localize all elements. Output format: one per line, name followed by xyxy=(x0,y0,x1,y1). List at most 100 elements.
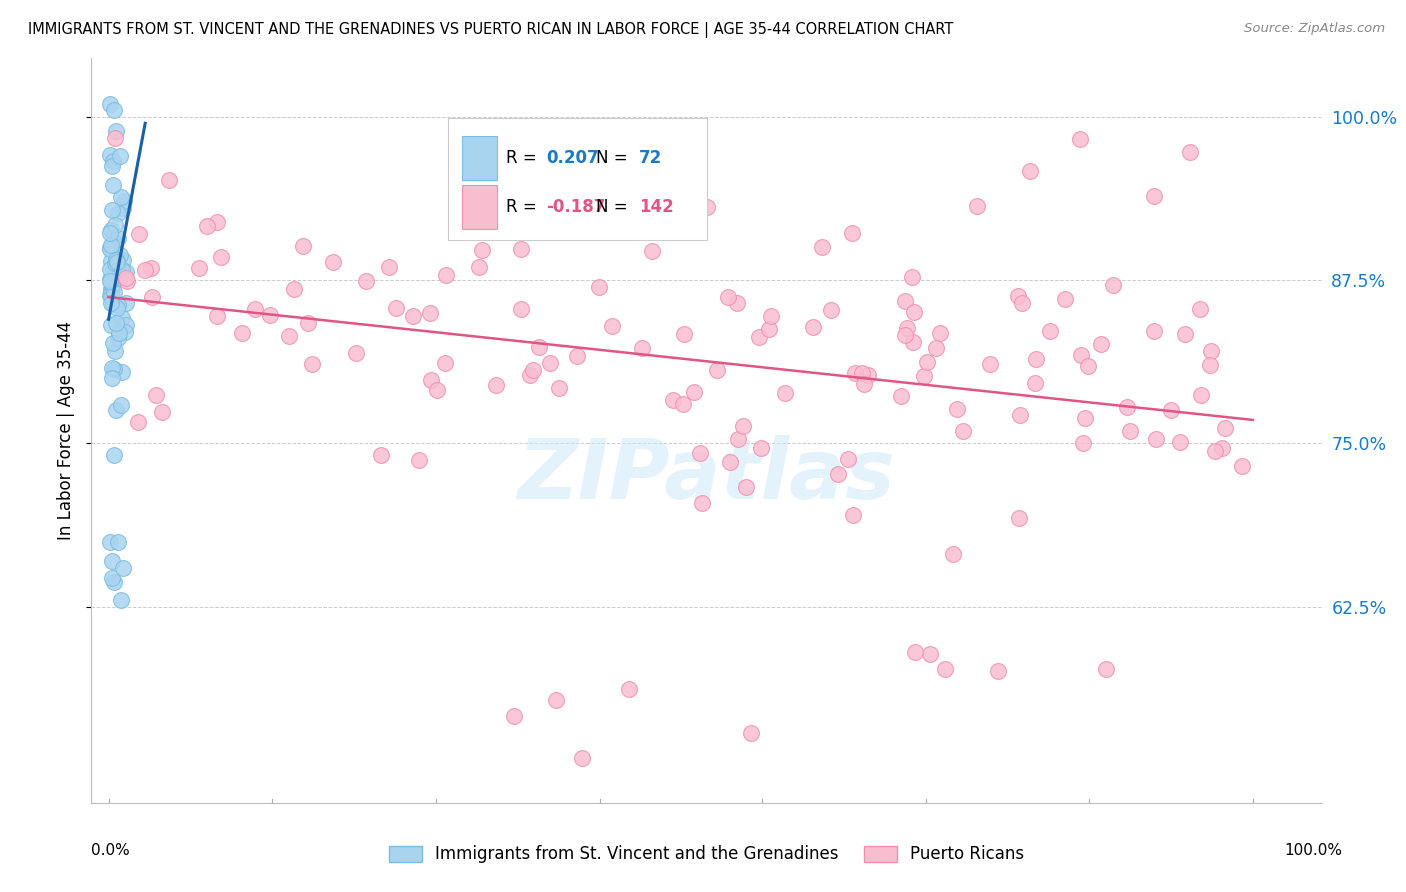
Point xyxy=(104,403,127,417)
Point xyxy=(139,261,162,276)
Point xyxy=(896,321,918,335)
Point xyxy=(141,290,163,304)
Point xyxy=(377,260,399,274)
Point xyxy=(105,301,128,315)
Point xyxy=(928,326,950,340)
Point xyxy=(751,442,773,456)
Point xyxy=(588,279,610,293)
Point xyxy=(105,316,128,330)
Point xyxy=(101,262,124,277)
Point xyxy=(820,303,842,318)
Point xyxy=(107,331,129,345)
Point xyxy=(110,398,132,412)
Point xyxy=(759,309,782,323)
Point xyxy=(231,326,253,340)
Point xyxy=(727,432,749,446)
Point xyxy=(1168,435,1191,450)
Point xyxy=(725,295,748,310)
Point xyxy=(1189,301,1212,316)
Point xyxy=(1204,444,1226,458)
Point xyxy=(942,548,965,562)
Point xyxy=(1077,359,1099,373)
Point xyxy=(924,342,946,356)
Point xyxy=(205,309,228,323)
Point xyxy=(696,200,718,214)
Point xyxy=(101,276,124,290)
Point xyxy=(243,302,266,317)
Point xyxy=(890,389,912,403)
Point xyxy=(837,452,859,467)
Point xyxy=(101,178,124,192)
Point xyxy=(108,247,131,261)
Point xyxy=(111,262,134,277)
Text: 142: 142 xyxy=(638,198,673,216)
Point xyxy=(510,302,533,317)
Point xyxy=(100,318,122,333)
Point xyxy=(346,346,368,360)
Point xyxy=(100,281,122,295)
Text: R =: R = xyxy=(506,149,541,167)
Point xyxy=(103,285,125,299)
Point xyxy=(912,369,935,384)
Point xyxy=(1011,295,1033,310)
Point xyxy=(110,593,132,607)
Point xyxy=(740,725,762,739)
Point xyxy=(301,358,323,372)
Legend: Immigrants from St. Vincent and the Grenadines, Puerto Ricans: Immigrants from St. Vincent and the Gren… xyxy=(382,838,1031,870)
Point xyxy=(370,448,392,462)
Point xyxy=(827,467,849,482)
Point xyxy=(904,645,927,659)
Point xyxy=(101,153,124,168)
Point xyxy=(100,238,122,252)
Point xyxy=(107,298,129,312)
Text: Source: ZipAtlas.com: Source: ZipAtlas.com xyxy=(1244,22,1385,36)
Point xyxy=(108,149,131,163)
Point xyxy=(98,288,121,302)
Point xyxy=(98,226,121,240)
Point xyxy=(1071,436,1094,450)
Point xyxy=(471,243,494,257)
Point xyxy=(683,385,706,400)
Point xyxy=(485,378,508,392)
Point xyxy=(1230,459,1253,474)
Point xyxy=(259,308,281,322)
Point xyxy=(100,223,122,237)
Point xyxy=(101,277,124,291)
Point xyxy=(100,290,122,304)
Point xyxy=(115,265,138,279)
Point xyxy=(98,271,121,285)
Point xyxy=(544,693,567,707)
Point xyxy=(934,662,956,676)
Point xyxy=(1201,343,1223,358)
Point xyxy=(538,356,561,370)
Point xyxy=(426,383,449,397)
Point xyxy=(1101,277,1123,292)
Point xyxy=(100,242,122,256)
Point xyxy=(841,227,863,241)
Point xyxy=(918,647,941,661)
Point xyxy=(205,215,228,229)
Point xyxy=(100,371,122,385)
Point xyxy=(945,402,967,417)
Point xyxy=(101,297,124,311)
Point xyxy=(717,290,740,304)
Point xyxy=(105,124,128,138)
Point xyxy=(195,219,218,234)
Point xyxy=(127,415,149,429)
Point xyxy=(901,269,924,284)
Point xyxy=(103,448,125,462)
Point xyxy=(641,244,664,258)
Point xyxy=(385,301,408,315)
Point xyxy=(103,239,125,253)
Point xyxy=(100,253,122,268)
Point xyxy=(1054,293,1077,307)
Point xyxy=(858,368,880,382)
FancyBboxPatch shape xyxy=(461,136,498,180)
Point xyxy=(718,455,741,469)
Point xyxy=(1160,403,1182,417)
Point xyxy=(111,201,134,215)
Point xyxy=(114,326,136,340)
Point xyxy=(1215,420,1237,434)
Point xyxy=(1174,326,1197,341)
Point xyxy=(103,361,125,376)
